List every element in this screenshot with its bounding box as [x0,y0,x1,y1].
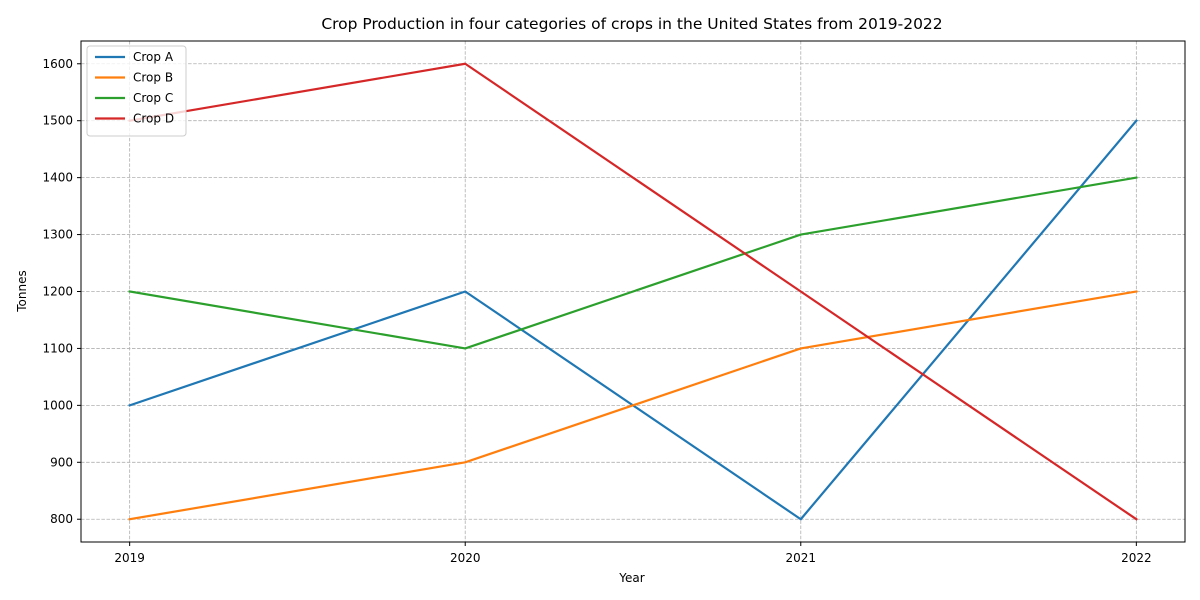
series-line-crop-a [128,119,1138,521]
y-tick-label: 1600 [42,57,73,71]
legend-label: Crop D [133,112,174,126]
x-axis-title: Year [618,571,644,585]
x-axis-ticks: 2019 2020 2021 2022 [114,542,1152,565]
x-tick-label: 2022 [1121,551,1152,565]
y-tick-label: 800 [50,512,73,526]
series-line-crop-b [128,290,1138,521]
legend-label: Crop A [133,50,174,64]
series-line-crop-d [128,62,1138,521]
chart-title: Crop Production in four categories of cr… [321,15,942,33]
y-tick-label: 1500 [42,114,73,128]
y-tick-label: 1200 [42,285,73,299]
y-axis-ticks: 800 900 1000 1100 1200 1300 1400 1500 1600 [42,57,81,526]
y-tick-label: 1000 [42,398,73,412]
x-tick-label: 2021 [786,551,817,565]
y-tick-label: 1100 [42,341,73,355]
x-tick-label: 2020 [450,551,481,565]
x-tick-label: 2019 [114,551,145,565]
legend-label: Crop B [133,71,173,85]
legend-box [86,45,187,137]
series-line-crop-c [128,176,1138,350]
legend-label: Crop C [133,91,173,105]
legend: Crop A Crop B Crop C Crop D [86,45,187,137]
series-lines [128,62,1138,521]
y-tick-label: 900 [50,455,73,469]
y-tick-label: 1400 [42,171,73,185]
y-axis-title: Tonnes [15,270,29,312]
y-tick-label: 1300 [42,228,73,242]
